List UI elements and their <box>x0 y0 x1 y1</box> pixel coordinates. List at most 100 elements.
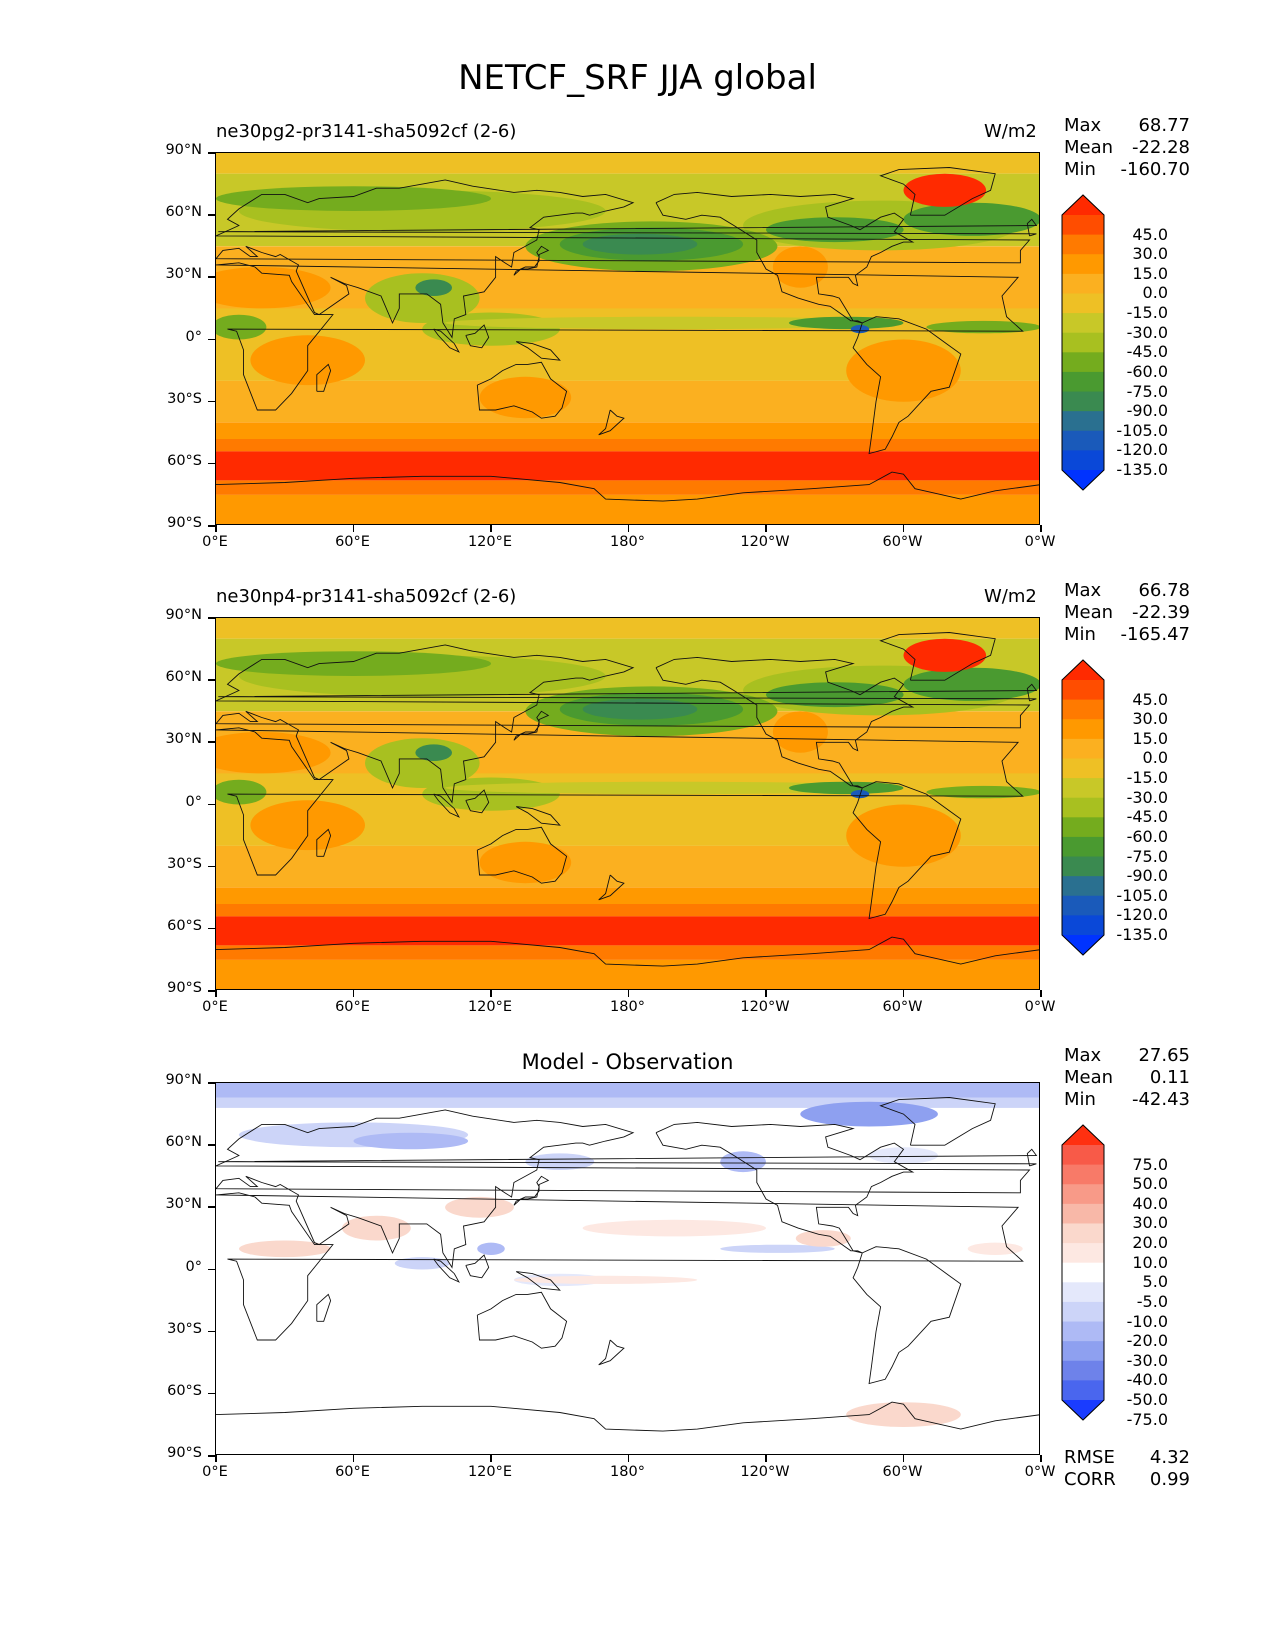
colorbar-tick-label: -20.0 <box>1126 1331 1168 1351</box>
colorbar-segment <box>1062 1262 1104 1283</box>
colorbar-tick-label: -60.0 <box>1126 826 1168 846</box>
colorbar <box>1061 1124 1105 1421</box>
field-feature <box>926 785 1039 799</box>
lon-tick-mark <box>765 1455 767 1462</box>
colorbar-tick-label: -75.0 <box>1126 846 1168 866</box>
map-field <box>216 153 1039 524</box>
lat-tick-mark <box>208 803 215 805</box>
lon-tick-mark <box>490 990 492 997</box>
lon-tick-mark <box>902 990 904 997</box>
lon-tick-mark <box>765 990 767 997</box>
colorbar-tick-label: 30.0 <box>1132 709 1168 729</box>
colorbar-segment <box>1062 1380 1104 1401</box>
lon-tick-label: 0°E <box>202 534 228 550</box>
lat-tick-label: 30°N <box>165 731 202 748</box>
field-feature <box>926 320 1039 334</box>
field-feature <box>239 1240 331 1258</box>
coastline <box>655 191 915 324</box>
coastline <box>879 632 996 681</box>
units-label: W/m2 <box>984 121 1037 142</box>
colorbar-segment <box>1062 699 1104 720</box>
colorbar-tick-label: -120.0 <box>1116 905 1168 925</box>
coastline <box>476 1291 568 1349</box>
colorbar-segment <box>1062 450 1104 471</box>
field-feature <box>445 316 904 330</box>
lat-tick-mark <box>208 927 215 930</box>
coastline <box>598 1339 625 1366</box>
colorbar-tick-label: 50.0 <box>1132 1174 1168 1194</box>
colorbar-tick-label: 75.0 <box>1132 1154 1168 1174</box>
field-feature <box>479 376 572 419</box>
field-feature <box>869 1147 938 1164</box>
coastline <box>515 806 561 826</box>
field-feature <box>582 1219 766 1237</box>
field-band <box>216 1097 1039 1108</box>
colorbar-segment <box>1062 1223 1104 1244</box>
lon-tick-label: 60°E <box>335 1464 370 1480</box>
coastline <box>852 1246 962 1385</box>
colorbar-tick-label: -45.0 <box>1126 807 1168 827</box>
map-plot <box>215 152 1040 525</box>
stat-corr-value: 0.99 <box>1149 1469 1190 1490</box>
coastline <box>218 683 1038 702</box>
stat-max-label: Max <box>1064 1045 1102 1066</box>
colorbar-segment <box>1062 371 1104 393</box>
colorbar-segment <box>1062 273 1104 295</box>
lat-tick-label: 60°N <box>165 669 202 686</box>
colorbar-tick-label: 5.0 <box>1142 1272 1168 1292</box>
lat-tick-label: 30°S <box>167 855 202 872</box>
field-band <box>216 439 1039 452</box>
stat-rmse-value: 4.32 <box>1149 1447 1190 1468</box>
stat-min-value: -160.70 <box>1120 159 1190 180</box>
field-band <box>216 945 1039 960</box>
colorbar-tick-label: -5.0 <box>1136 1291 1168 1311</box>
colorbar-outline <box>1061 659 1105 956</box>
lon-tick-mark <box>490 525 492 532</box>
field-feature <box>766 682 904 708</box>
field-feature <box>788 316 904 330</box>
stat-corr-label: CORR <box>1064 1469 1116 1490</box>
lat-tick-label: 90°S <box>167 515 202 531</box>
colorbar-segment <box>1062 1164 1104 1185</box>
colorbar-tick-label: 0.0 <box>1142 283 1168 303</box>
field-feature <box>353 1132 469 1150</box>
coastline <box>515 1271 561 1291</box>
field-feature <box>903 667 1039 701</box>
coastline <box>655 656 915 789</box>
lon-tick-mark <box>627 990 629 997</box>
colorbar-segment <box>1062 1301 1104 1323</box>
field-band <box>216 916 1039 946</box>
field-feature <box>800 1101 938 1127</box>
colorbar-tick-label: -15.0 <box>1126 768 1168 788</box>
lat-tick-label: 0° <box>185 1258 202 1275</box>
coastline <box>513 1175 550 1206</box>
colorbar-tick-label: 30.0 <box>1132 1213 1168 1233</box>
lat-tick-mark <box>208 1206 215 1208</box>
colorbar-extend-min <box>1062 470 1104 490</box>
lat-tick-label: 90°N <box>165 607 202 623</box>
colorbar-segment <box>1062 778 1104 799</box>
colorbar-segment <box>1062 391 1104 412</box>
lat-tick-mark <box>208 276 215 278</box>
panel-title: ne30pg2-pr3141-sha5092cf (2-6) <box>216 121 517 142</box>
coastline <box>216 727 1024 876</box>
field-feature <box>394 1257 450 1270</box>
stat-mean-label: Mean <box>1064 137 1114 158</box>
colorbar-tick-label: -135.0 <box>1116 925 1168 944</box>
lat-tick-mark <box>208 152 215 154</box>
lon-tick-label: 0°E <box>202 1464 228 1480</box>
colorbar-segment <box>1062 1341 1104 1362</box>
field-feature <box>415 744 452 761</box>
colorbar-segment <box>1062 817 1104 838</box>
stat-max-value: 66.78 <box>1138 580 1190 601</box>
colorbar-tick-label: -135.0 <box>1116 460 1168 479</box>
field-feature <box>216 314 267 340</box>
lat-tick-label: 30°N <box>165 1196 202 1213</box>
coastline <box>852 316 962 455</box>
colorbar-segment <box>1062 797 1104 818</box>
lat-tick-mark <box>208 525 215 527</box>
colorbar-tick-label: -75.0 <box>1126 381 1168 401</box>
colorbar-segment <box>1062 856 1104 877</box>
colorbar-segment <box>1062 1184 1104 1205</box>
coastline <box>655 1121 915 1254</box>
